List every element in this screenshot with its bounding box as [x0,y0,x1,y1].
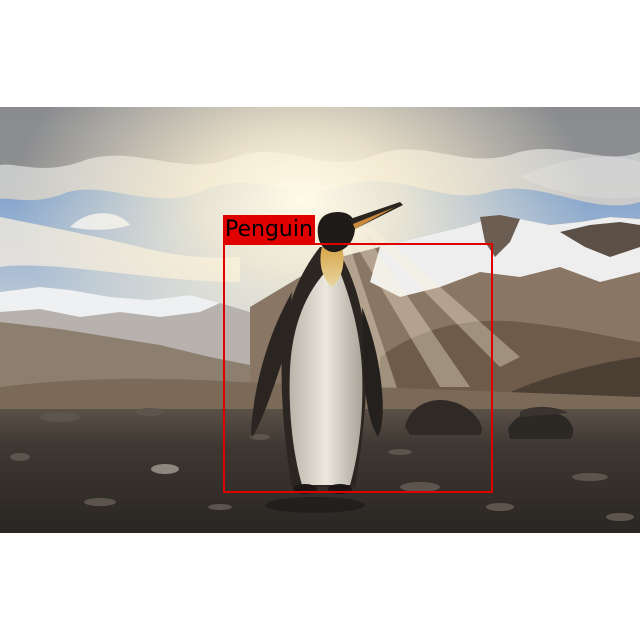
light-rays [335,227,520,397]
detection-label: Penguin [223,215,315,243]
detection-box [223,243,493,493]
photo [0,107,640,533]
penguin-shadow [265,497,365,513]
pebbles [10,408,634,521]
rocks [405,399,574,439]
